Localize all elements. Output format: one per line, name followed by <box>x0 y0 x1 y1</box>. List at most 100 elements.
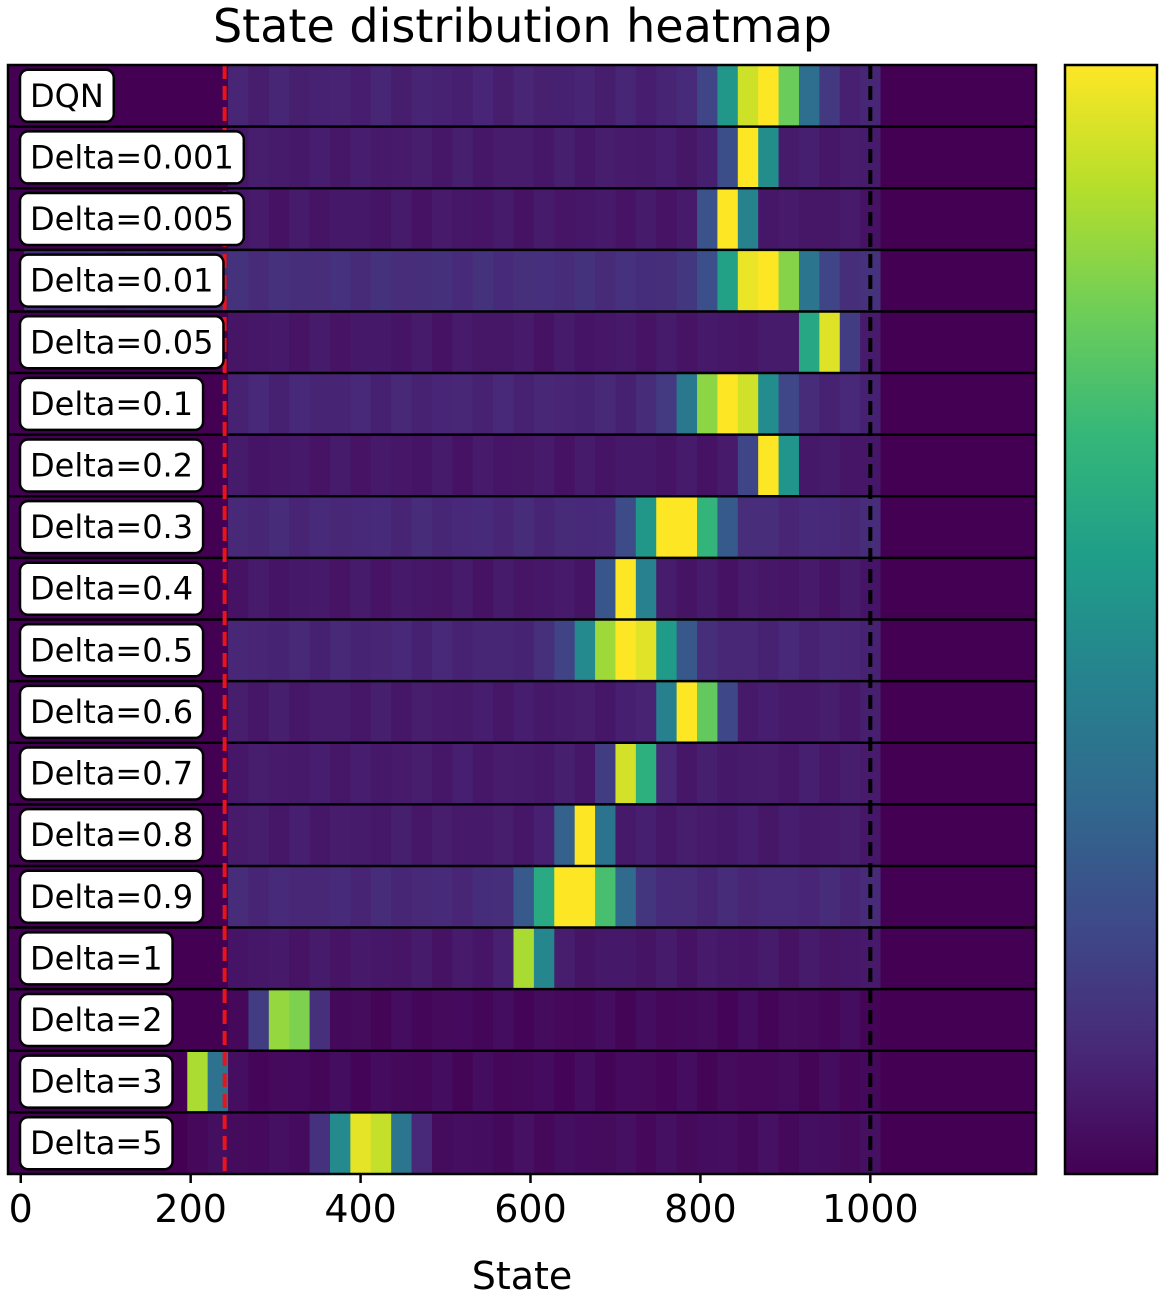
heatmap-cell <box>982 927 1004 990</box>
heatmap-cell <box>533 1050 555 1113</box>
heatmap-cell <box>941 126 963 189</box>
heatmap-cell <box>533 619 555 682</box>
heatmap-cell <box>982 126 1004 189</box>
heatmap-cell <box>513 126 535 189</box>
heatmap-cell <box>248 1112 270 1175</box>
heatmap-cell <box>187 1050 209 1113</box>
heatmap-cell <box>431 1050 453 1113</box>
heatmap-cell <box>615 927 637 990</box>
heatmap-cell <box>554 1050 576 1113</box>
heatmap-cell <box>350 373 372 436</box>
heatmap-cell <box>921 126 943 189</box>
heatmap-cell <box>472 927 494 990</box>
row-label: Delta=0.3 <box>18 499 205 555</box>
heatmap-cell <box>798 927 820 990</box>
heatmap-cell <box>289 681 311 744</box>
heatmap-cell <box>493 65 515 128</box>
heatmap-cell <box>778 373 800 436</box>
heatmap-cell <box>574 865 596 929</box>
heatmap-cell <box>1023 989 1037 1052</box>
heatmap-cell <box>921 989 943 1052</box>
heatmap-cell <box>452 557 474 621</box>
heatmap-cell <box>472 1050 494 1113</box>
heatmap-cell <box>758 1050 780 1113</box>
heatmap-cell <box>554 865 576 929</box>
heatmap-cell <box>839 804 861 867</box>
heatmap-cell <box>962 249 984 313</box>
heatmap-cell <box>472 865 494 929</box>
heatmap-cell <box>574 188 596 251</box>
heatmap-cell <box>513 249 535 313</box>
heatmap-cell <box>391 249 413 313</box>
row-label: Delta=2 <box>18 992 174 1048</box>
heatmap-cell <box>411 619 433 682</box>
heatmap-cell <box>921 249 943 313</box>
heatmap-cell <box>697 249 718 313</box>
row-label-box <box>18 438 205 493</box>
heatmap-cell <box>350 927 372 990</box>
heatmap-cell <box>758 742 780 805</box>
heatmap-cell <box>697 1112 718 1175</box>
heatmap-cell <box>289 742 311 805</box>
heatmap-cell <box>798 557 820 621</box>
heatmap-cell <box>309 373 331 436</box>
heatmap-cell <box>248 557 270 621</box>
row-label-box <box>18 253 225 308</box>
heatmap-cell <box>615 865 637 929</box>
heatmap-cell <box>1002 434 1024 497</box>
heatmap-cell <box>431 434 453 497</box>
heatmap-cell <box>493 1112 515 1175</box>
heatmap-cell <box>472 742 494 805</box>
heatmap-cell <box>513 865 535 929</box>
heatmap-cell <box>676 619 698 682</box>
heatmap-cell <box>635 373 657 436</box>
heatmap-cell <box>228 496 250 559</box>
heatmap-cell <box>900 126 922 189</box>
heatmap-cell <box>574 65 596 128</box>
heatmap-cell <box>860 742 882 805</box>
heatmap-cell <box>472 126 494 189</box>
heatmap-cell <box>1002 188 1024 251</box>
heatmap-cell <box>839 126 861 189</box>
heatmap-cell <box>656 989 678 1052</box>
heatmap-cell <box>574 804 596 867</box>
row-label: DQN <box>18 68 116 124</box>
heatmap-cell <box>268 496 290 559</box>
heatmap-cell <box>370 249 392 313</box>
heatmap-cell <box>880 1112 902 1175</box>
heatmap-cell <box>839 188 861 251</box>
heatmap-cell <box>595 619 617 682</box>
heatmap-cell <box>329 989 351 1052</box>
heatmap-cell <box>574 989 596 1052</box>
heatmap-cell <box>309 865 331 929</box>
heatmap-cell <box>860 681 882 744</box>
heatmap-cell <box>554 619 576 682</box>
heatmap-cell <box>309 311 331 374</box>
heatmap-cell <box>493 311 515 374</box>
heatmap-cell <box>289 434 311 497</box>
heatmap-cell <box>309 742 331 805</box>
heatmap-cell <box>615 742 637 805</box>
heatmap-cell <box>411 804 433 867</box>
heatmap-cell <box>635 188 657 251</box>
row-label-text: Delta=0.5 <box>30 631 193 669</box>
heatmap-cell <box>839 311 861 374</box>
heatmap-cell <box>370 373 392 436</box>
heatmap-cell <box>391 126 413 189</box>
x-tick-label: 0 <box>9 1187 33 1231</box>
heatmap-cell <box>289 557 311 621</box>
heatmap-cell <box>880 311 902 374</box>
heatmap-cell <box>533 126 555 189</box>
heatmap-cell <box>554 927 576 990</box>
heatmap-cell <box>656 311 678 374</box>
heatmap-cell <box>921 865 943 929</box>
heatmap-cell <box>248 249 270 313</box>
heatmap-cell <box>493 188 515 251</box>
row-label: Delta=0.1 <box>18 376 205 432</box>
heatmap-cell <box>900 249 922 313</box>
heatmap-cell <box>941 927 963 990</box>
heatmap-cell <box>595 65 617 128</box>
heatmap-cell <box>289 1050 311 1113</box>
heatmap-cell <box>880 1050 902 1113</box>
heatmap-cell <box>533 434 555 497</box>
